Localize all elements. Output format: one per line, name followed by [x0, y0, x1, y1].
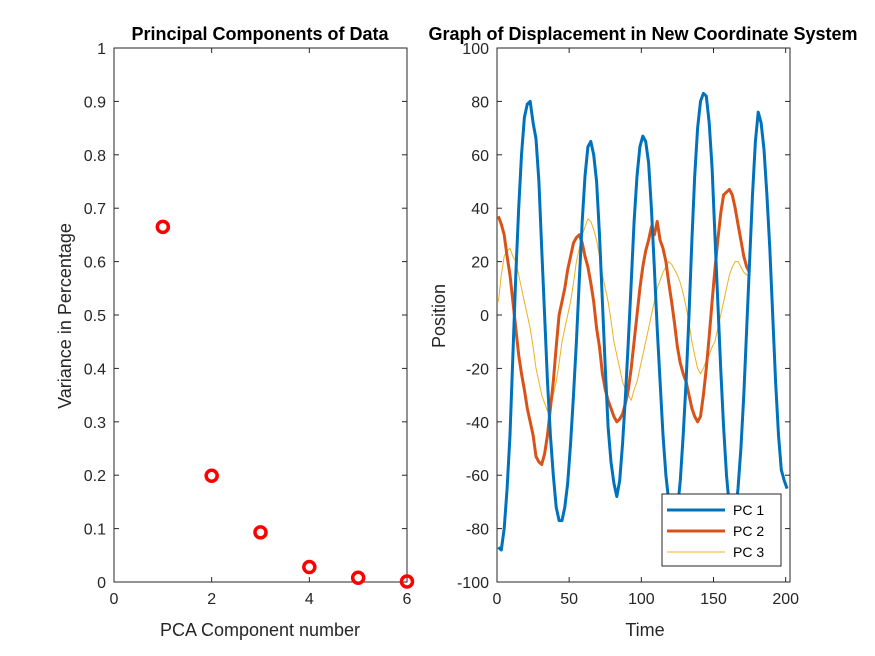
variance-y-tick-label: 0.8 — [84, 148, 106, 165]
variance-y-tick-label: 0.1 — [84, 522, 106, 539]
displacement-y-tick-label: 60 — [471, 148, 489, 165]
displacement-y-tick-label: -40 — [466, 415, 489, 432]
displacement-x-axis-label: Time — [625, 620, 664, 640]
displacement-series-lines — [496, 91, 789, 552]
variance-point-1 — [155, 219, 171, 235]
variance-y-tick-label: 0 — [97, 575, 106, 592]
displacement-x-tick-label: 0 — [493, 591, 502, 608]
variance-y-tick-label: 0.9 — [84, 94, 106, 111]
displacement-y-tick-label: 20 — [471, 255, 489, 272]
displacement-y-tick-label: -20 — [466, 361, 489, 378]
displacement-x-tick-label: 150 — [700, 591, 727, 608]
variance-chart-title: Principal Components of Data — [131, 24, 389, 44]
displacement-y-tick-label: 40 — [471, 201, 489, 218]
legend-label-pc3: PC 3 — [733, 544, 764, 560]
variance-markers — [155, 219, 415, 589]
variance-axes: 0 2 4 6 0 0.1 0.2 0.3 0.4 0.5 0.6 0.7 0.8 0.9 1 Princi… — [55, 24, 415, 640]
variance-axes-ticks: 0 2 4 6 0 0.1 0.2 0.3 0.4 0.5 0.6 0.7 0.8 0.9 1 — [84, 41, 412, 608]
legend-label-pc1: PC 1 — [733, 502, 764, 518]
variance-y-tick-label: 0.3 — [84, 415, 106, 432]
displacement-axes: 0 50 100 150 200 -100 -80 -60 -40 -20 0 20 40 60 80 100… — [428, 24, 857, 640]
legend: PC 1 PC 2 PC 3 — [661, 493, 782, 567]
variance-y-tick-label: 0.2 — [84, 468, 106, 485]
variance-y-tick-label: 1 — [97, 41, 106, 58]
variance-x-tick-label: 4 — [305, 591, 314, 608]
variance-x-axis-label: PCA Component number — [160, 620, 360, 640]
variance-y-tick-label: 0.7 — [84, 201, 106, 218]
variance-point-5 — [350, 570, 366, 585]
displacement-chart-title: Graph of Displacement in New Coordinate … — [428, 24, 857, 44]
displacement-x-tick-label: 100 — [628, 591, 655, 608]
displacement-y-tick-label: -60 — [466, 468, 489, 485]
variance-point-3 — [253, 525, 268, 540]
series-line-pc1 — [497, 91, 789, 552]
legend-label-pc2: PC 2 — [733, 523, 764, 539]
displacement-y-tick-label: -80 — [466, 522, 489, 539]
variance-point-2 — [204, 468, 219, 483]
displacement-x-tick-label: 50 — [560, 591, 578, 608]
variance-point-4 — [302, 559, 317, 575]
variance-y-tick-label: 0.4 — [84, 361, 106, 378]
displacement-y-axis-label: Position — [429, 284, 449, 348]
variance-x-tick-label: 0 — [110, 591, 119, 608]
variance-x-tick-label: 6 — [403, 591, 412, 608]
variance-axes-box — [113, 47, 408, 583]
variance-y-axis-label: Variance in Percentage — [55, 223, 75, 409]
displacement-y-tick-label: 0 — [480, 308, 489, 325]
displacement-axes-ticks: 0 50 100 150 200 -100 -80 -60 -40 -20 0 20 40 60 80 100 — [457, 41, 799, 608]
variance-y-tick-label: 0.6 — [84, 255, 106, 272]
displacement-y-tick-label: 80 — [471, 94, 489, 111]
displacement-y-tick-label: -100 — [457, 575, 489, 592]
displacement-x-tick-label: 200 — [772, 591, 799, 608]
displacement-y-tick-label: 100 — [462, 41, 489, 58]
variance-x-tick-label: 2 — [207, 591, 216, 608]
variance-point-6 — [399, 574, 415, 589]
variance-y-tick-label: 0.5 — [84, 308, 106, 325]
